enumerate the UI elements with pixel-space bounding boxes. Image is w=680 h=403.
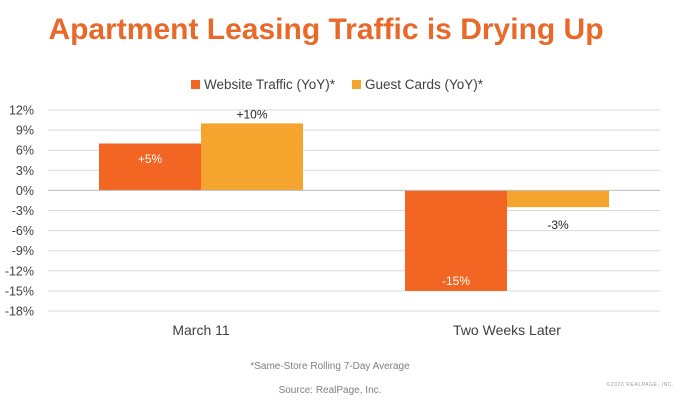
footnote: *Same-Store Rolling 7-Day Average — [250, 361, 410, 372]
bar-website-traffic — [405, 190, 507, 291]
copyright-note: ©2020 REALPAGE, INC. — [606, 381, 674, 388]
y-tick-label: -9% — [12, 244, 34, 258]
y-tick-label: 6% — [16, 144, 34, 158]
y-tick-label: 9% — [16, 124, 34, 138]
data-label-website-traffic: +5% — [138, 152, 163, 166]
bars — [99, 123, 609, 291]
category-label: Two Weeks Later — [453, 322, 561, 338]
y-tick-label: 0% — [16, 184, 34, 198]
category-label: March 11 — [172, 322, 230, 338]
data-label-guest-cards: +10% — [236, 107, 267, 121]
y-tick-label: -6% — [12, 224, 34, 238]
legend: Website Traffic (YoY)* Guest Cards (YoY)… — [191, 77, 484, 92]
bar-guest-cards — [201, 123, 303, 191]
y-tick-label: -18% — [5, 305, 34, 319]
legend-swatch-website-traffic — [191, 80, 200, 89]
legend-label-website-traffic: Website Traffic (YoY)* — [204, 77, 336, 92]
category-labels: March 11 Two Weeks Later — [172, 322, 561, 338]
data-label-website-traffic: -15% — [442, 274, 470, 288]
gridlines — [48, 109, 660, 312]
y-tick-label: -12% — [5, 264, 34, 278]
source-note: Source: RealPage, Inc. — [279, 385, 382, 396]
data-labels: +5% +10% -15% -3% — [138, 107, 569, 288]
y-tick-label: -3% — [12, 204, 34, 218]
bar-guest-cards — [507, 190, 609, 208]
data-label-guest-cards: -3% — [547, 218, 569, 232]
legend-label-guest-cards: Guest Cards (YoY)* — [365, 77, 484, 92]
y-tick-label: 12% — [9, 104, 34, 118]
y-axis-tick-labels: 12% 9% 6% 3% 0% -3% -6% -9% -12% -15% -18% — [5, 104, 34, 319]
chart-title: Apartment Leasing Traffic is Drying Up — [48, 13, 603, 46]
y-tick-label: 3% — [16, 164, 34, 178]
bar-website-traffic — [99, 143, 201, 191]
y-tick-label: -15% — [5, 284, 34, 298]
legend-swatch-guest-cards — [352, 80, 361, 89]
